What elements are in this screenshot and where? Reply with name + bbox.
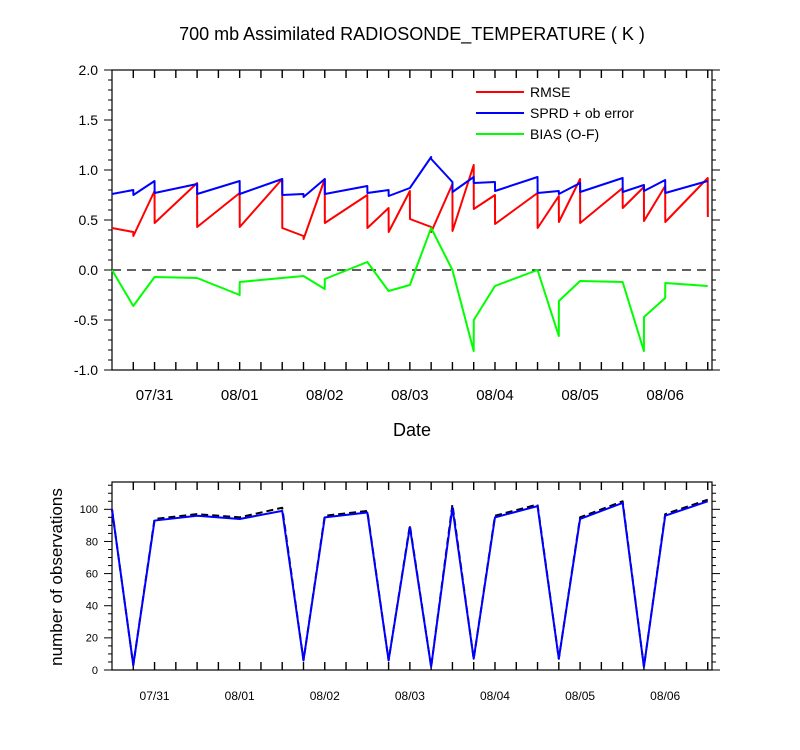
y-tick-label: 0 — [92, 665, 98, 677]
y-tick-label: 0.0 — [79, 262, 99, 278]
y-tick-label: 1.5 — [79, 112, 99, 128]
y-tick-label: -1.0 — [74, 362, 98, 378]
x-tick-label: 08/06 — [650, 689, 680, 703]
x-tick-label: 08/05 — [561, 387, 599, 404]
y-tick-label: 60 — [86, 568, 98, 580]
rmse-bias-panel: 700 mb Assimilated RADIOSONDE_TEMPERATUR… — [74, 24, 720, 440]
chart-title: 700 mb Assimilated RADIOSONDE_TEMPERATUR… — [179, 24, 645, 45]
legend-label: RMSE — [530, 84, 570, 100]
x-tick-label: 08/06 — [646, 387, 684, 404]
legend-label: SPRD + ob error — [530, 105, 634, 121]
x-tick-label: 07/31 — [140, 689, 170, 703]
y-tick-label: 100 — [80, 504, 98, 516]
x-tick-label: 08/03 — [391, 387, 429, 404]
plot-frame — [111, 481, 713, 671]
x-tick-label: 08/05 — [565, 689, 595, 703]
x-tick-label: 08/01 — [221, 387, 259, 404]
x-tick-label: 08/04 — [476, 387, 514, 404]
x-tick-label: 08/03 — [395, 689, 425, 703]
legend-label: BIAS (O-F) — [530, 126, 599, 142]
y-tick-label: 2.0 — [79, 62, 99, 78]
sprd-ob-error-series-line — [111, 156, 709, 198]
y-tick-label: -0.5 — [74, 312, 98, 328]
x-tick-label: 08/02 — [310, 689, 340, 703]
x-tick-label: 08/01 — [225, 689, 255, 703]
y-tick-label: 40 — [86, 601, 98, 613]
y-tick-label: 1.0 — [79, 162, 99, 178]
bias-o-f-series-line — [111, 227, 708, 352]
y-tick-label: 80 — [86, 536, 98, 548]
y-axis-label: number of observations — [47, 488, 66, 666]
x-tick-label: 07/31 — [136, 387, 174, 404]
rmse-series-line — [111, 164, 709, 240]
x-axis-label: Date — [393, 420, 431, 440]
x-tick-label: 08/04 — [480, 689, 510, 703]
possible-observations-series-line — [111, 498, 709, 668]
y-tick-label: 20 — [86, 633, 98, 645]
assimilated-observations-series-line — [111, 500, 709, 668]
x-tick-label: 08/02 — [306, 387, 344, 404]
legend: RMSE SPRD + ob error BIAS (O-F) — [476, 84, 634, 142]
y-tick-label: 0.5 — [79, 212, 99, 228]
observation-count-panel: number of observations 07/31 08/01 08/02 08… — [47, 481, 720, 703]
